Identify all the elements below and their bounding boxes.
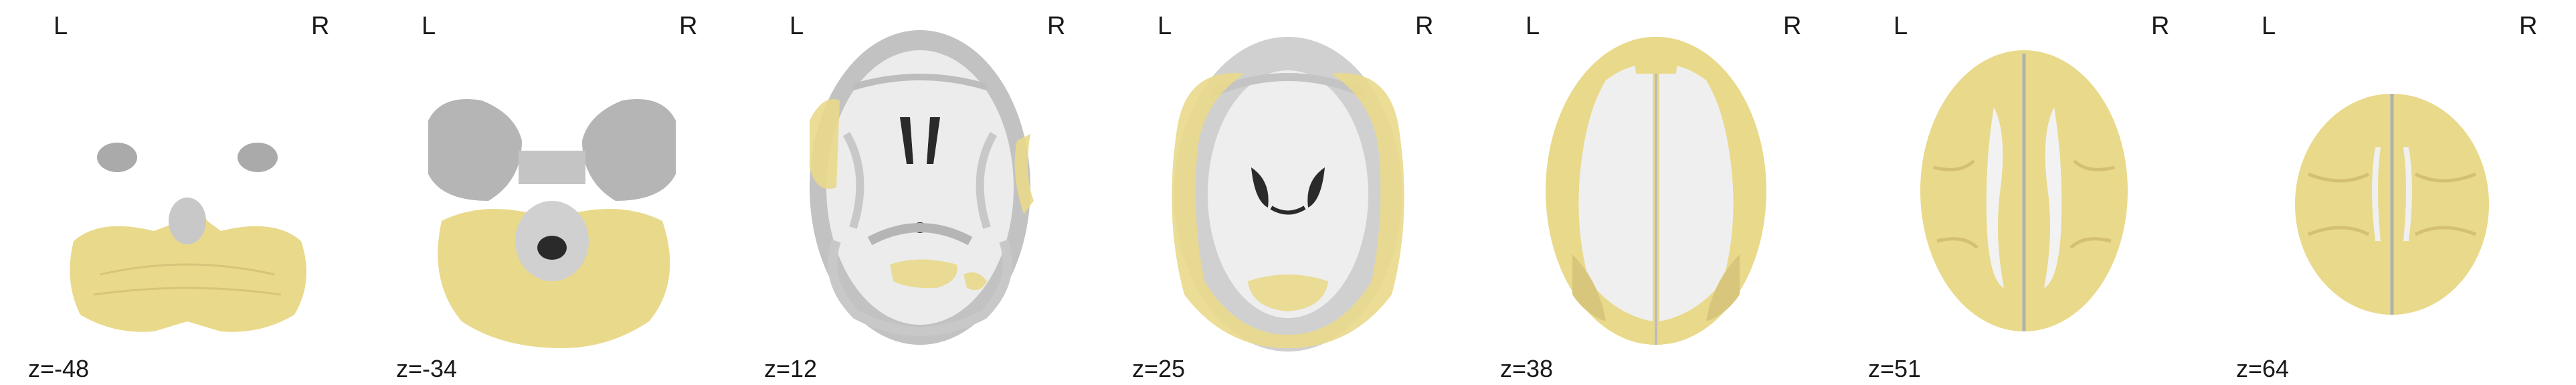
orientation-left-label: L: [54, 12, 68, 40]
z-coordinate-label: z=25: [1132, 355, 1186, 382]
orientation-right-label: R: [1783, 12, 1802, 40]
z-coordinate-label: z=51: [1868, 355, 1922, 382]
brain-slice-image: [810, 30, 1034, 345]
slice-panel-3: L R z=12: [736, 0, 1104, 385]
z-coordinate-label: z=-34: [396, 355, 458, 382]
brain-slice-image: [428, 99, 676, 348]
orientation-right-label: R: [1415, 12, 1434, 40]
orientation-left-label: L: [1894, 12, 1908, 40]
orientation-left-label: L: [422, 12, 436, 40]
z-coordinate-label: z=-48: [28, 355, 90, 382]
brain-slice-image: [70, 143, 306, 332]
brain-slice-image: [2295, 94, 2489, 315]
slice-panel-4: L R z=25: [1104, 0, 1472, 385]
orientation-right-label: R: [311, 12, 330, 40]
orientation-left-label: L: [1158, 12, 1172, 40]
orientation-right-label: R: [2519, 12, 2538, 40]
orientation-right-label: R: [679, 12, 698, 40]
brain-slice-image: [1920, 50, 2128, 331]
slice-panel-1: L R z=-48: [0, 0, 368, 385]
z-coordinate-label: z=64: [2236, 355, 2290, 382]
z-coordinate-label: z=12: [764, 355, 818, 382]
brain-slice-image: [1546, 37, 1766, 345]
brain-slice-image: [1172, 37, 1404, 352]
orientation-right-label: R: [2151, 12, 2170, 40]
z-coordinate-label: z=38: [1500, 355, 1554, 382]
orientation-left-label: L: [2262, 12, 2276, 40]
slice-panel-5: L R z=38: [1472, 0, 1840, 385]
orientation-right-label: R: [1047, 12, 1066, 40]
orientation-left-label: L: [1526, 12, 1540, 40]
slice-panel-6: L R z=51: [1840, 0, 2208, 385]
slice-panel-2: L R z=-34: [368, 0, 736, 385]
orientation-left-label: L: [790, 12, 804, 40]
slice-panel-7: L R z=64: [2208, 0, 2576, 385]
